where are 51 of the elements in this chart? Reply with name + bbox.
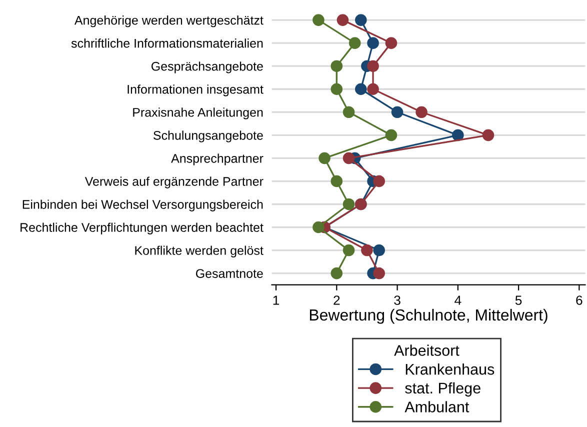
- x-tick-label: 2: [334, 296, 340, 305]
- y-tick-label: Rechtliche Verpflichtungen werden beachtet: [20, 222, 264, 234]
- x-tick-label: 3: [394, 296, 400, 305]
- point: [342, 198, 355, 210]
- point: [385, 129, 398, 142]
- point: [312, 14, 324, 26]
- point: [452, 129, 464, 142]
- y-tick-label: Schulungsangebote: [154, 130, 263, 142]
- point: [416, 106, 428, 118]
- x-axis-title: Bewertung (Schulnote, Mittelwert): [310, 308, 548, 324]
- y-tick-label: Gesprächsangebote: [152, 62, 263, 74]
- x-tick-label: 4: [454, 296, 462, 305]
- point: [373, 267, 385, 280]
- point: [355, 14, 367, 26]
- x-tick-label: 5: [515, 296, 522, 305]
- y-tick-label: schriftliche Informationsmaterialien: [71, 38, 263, 48]
- x-tick-label: 1: [273, 296, 280, 305]
- point: [367, 37, 379, 49]
- point: [312, 221, 324, 234]
- point: [342, 106, 355, 118]
- point: [330, 175, 343, 188]
- point: [373, 175, 385, 188]
- y-tick-label: Einbinden bei Wechsel Versorgungsbereich: [22, 200, 263, 212]
- y-tick-label: Informationen insgesamt: [128, 84, 264, 96]
- point: [330, 60, 343, 72]
- x-tick-label: 6: [576, 296, 582, 305]
- y-tick-label: Angehörige werden wertgeschätzt: [74, 16, 264, 28]
- point: [367, 83, 379, 96]
- y-tick-label: Verweis auf ergänzende Partner: [84, 176, 264, 188]
- point: [330, 267, 343, 280]
- legend-title: Arbeitsort: [394, 344, 460, 356]
- y-tick-label: Praxisnahe Anleitungen: [133, 108, 263, 120]
- legend-label: Ambulant: [404, 401, 470, 412]
- legend-label: Krankenhaus: [406, 364, 494, 375]
- legend-label: stat. Pflege: [405, 382, 480, 397]
- point: [367, 60, 379, 72]
- point: [342, 244, 355, 256]
- point: [348, 37, 361, 49]
- point: [361, 244, 373, 256]
- point: [342, 152, 355, 164]
- point: [373, 244, 385, 256]
- point: [336, 14, 349, 26]
- point: [385, 37, 398, 49]
- y-tick-label: Ansprechpartner: [171, 154, 264, 166]
- point: [355, 83, 367, 96]
- y-tick-label: Konflikte werden gelöst: [135, 246, 264, 258]
- point: [391, 106, 404, 118]
- point: [482, 129, 494, 142]
- y-tick-label: Gesamtnote: [196, 269, 263, 278]
- point: [330, 83, 343, 96]
- point: [318, 152, 330, 164]
